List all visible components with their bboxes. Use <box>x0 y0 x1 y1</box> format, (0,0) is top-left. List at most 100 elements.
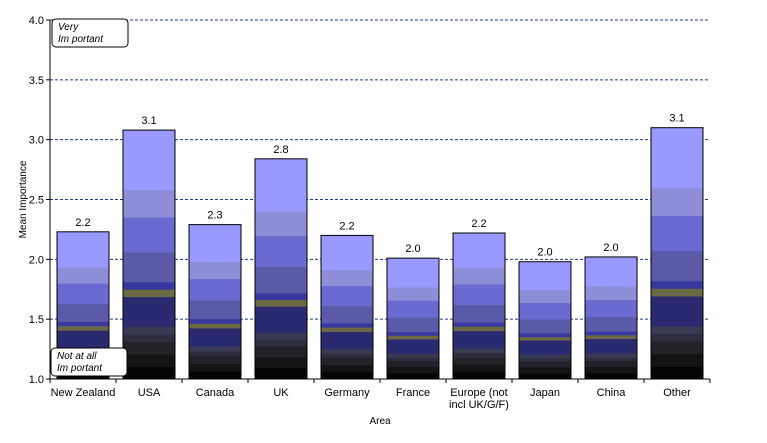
bar-1-band-3 <box>123 334 175 342</box>
annotation-not-at-all-important-line-1: Im portant <box>57 363 103 374</box>
data-label-3: 2.8 <box>273 144 288 156</box>
bar-4-band-9 <box>321 285 373 307</box>
bar-4 <box>320 234 374 380</box>
bar-9-band-6 <box>651 288 703 297</box>
x-tick-label-4: Germany <box>324 387 370 399</box>
x-tick-label-6-line-1: incl UK/G/F) <box>449 399 509 411</box>
bar-5-band-0 <box>387 372 439 380</box>
bar-6-band-6 <box>453 326 505 332</box>
bar-1-band-9 <box>123 217 175 253</box>
bar-5-band-3 <box>387 357 439 362</box>
bar-3-band-6 <box>255 299 307 307</box>
bar-3-band-2 <box>255 345 307 358</box>
bar-0-band-9 <box>57 283 109 305</box>
bar-5-band-10 <box>387 287 439 301</box>
bar-8-band-6 <box>585 335 637 340</box>
bar-8-band-10 <box>585 286 637 300</box>
bar-9-band-10 <box>651 188 703 216</box>
bar-3-band-8 <box>255 266 307 294</box>
bar-0-band-5 <box>57 330 109 349</box>
bar-9 <box>650 127 704 380</box>
bar-1-band-6 <box>123 289 175 298</box>
y-axis-title: Mean Importance <box>18 160 29 238</box>
bar-7-band-5 <box>519 340 571 355</box>
bar-0-band-8 <box>57 303 109 322</box>
bar-8 <box>584 256 638 380</box>
annotation-very-important-line-1: Im portant <box>58 34 104 45</box>
bar-8-band-0 <box>585 372 637 380</box>
y-tick-label-6: 4.0 <box>29 15 44 27</box>
bar-7-band-4 <box>519 354 571 359</box>
bar-8-band-9 <box>585 299 637 318</box>
bar-2-band-7 <box>189 318 241 324</box>
bar-2-band-11 <box>189 224 241 262</box>
bar-9-band-11 <box>651 127 703 189</box>
bar-6-band-11 <box>453 233 505 269</box>
bar-5-band-4 <box>387 353 439 358</box>
bar-2-band-10 <box>189 261 241 279</box>
bar-2-band-0 <box>189 371 241 380</box>
bar-6 <box>452 232 506 380</box>
bar-7-band-3 <box>519 357 571 362</box>
bar-5-band-8 <box>387 317 439 333</box>
bar-3-band-11 <box>255 158 307 212</box>
bar-4-band-1 <box>321 364 373 373</box>
data-label-5: 2.0 <box>405 243 420 255</box>
bar-9-band-7 <box>651 280 703 289</box>
data-label-2: 2.3 <box>207 210 222 222</box>
data-label-4: 2.2 <box>339 220 354 232</box>
bar-7-band-9 <box>519 302 571 320</box>
x-tick-label-6: Europe (not <box>450 387 507 399</box>
bar-3-band-1 <box>255 356 307 369</box>
annotation-very-important-box <box>51 18 129 48</box>
bar-5-band-9 <box>387 300 439 318</box>
y-tick-label-3: 2.5 <box>29 195 44 207</box>
bar-6-band-8 <box>453 304 505 323</box>
bar-8-band-11 <box>585 256 637 287</box>
x-tick-label-7: Japan <box>530 387 560 399</box>
bar-5-band-6 <box>387 335 439 340</box>
bar-3-band-10 <box>255 211 307 237</box>
bar-4-band-8 <box>321 305 373 324</box>
bar-7-band-11 <box>519 261 571 291</box>
bar-9-band-9 <box>651 215 703 252</box>
annotation-not-at-all-important-box <box>50 347 128 377</box>
bar-3-band-9 <box>255 235 307 268</box>
bar-5-band-2 <box>387 360 439 368</box>
bar-8-band-8 <box>585 316 637 332</box>
bar-4-band-11 <box>321 235 373 271</box>
x-tick-label-5: France <box>396 387 430 399</box>
bar-4-band-0 <box>321 371 373 380</box>
bar-7-band-7 <box>519 333 571 338</box>
bar-4-band-4 <box>321 348 373 354</box>
bar-3-band-0 <box>255 367 307 380</box>
bar-7-band-1 <box>519 367 571 374</box>
bar-7-band-2 <box>519 361 571 368</box>
bar-8-band-1 <box>585 366 637 374</box>
bar-4-band-5 <box>321 331 373 350</box>
bar-1-band-0 <box>123 366 175 380</box>
bar-9-band-1 <box>651 353 703 367</box>
x-tick-label-0: New Zealand <box>51 387 116 399</box>
bar-6-band-3 <box>453 352 505 358</box>
bar-4-band-7 <box>321 322 373 328</box>
bar-9-band-2 <box>651 341 703 355</box>
bar-8-band-2 <box>585 360 637 368</box>
annotation-not-at-all-important-line-0: Not at all <box>57 351 97 362</box>
bar-6-band-7 <box>453 322 505 327</box>
bar-2-band-3 <box>189 351 241 357</box>
bar-1-band-5 <box>123 296 175 328</box>
y-tick-label-4: 3.0 <box>29 135 44 147</box>
bar-5 <box>386 257 440 380</box>
bar-4-band-6 <box>321 327 373 332</box>
bar-5-band-7 <box>387 331 439 336</box>
bar-4-band-3 <box>321 353 373 358</box>
bar-6-band-4 <box>453 348 505 354</box>
data-label-8: 2.0 <box>603 242 618 254</box>
bar-0-band-11 <box>57 231 109 268</box>
bar-8-band-3 <box>585 357 637 361</box>
